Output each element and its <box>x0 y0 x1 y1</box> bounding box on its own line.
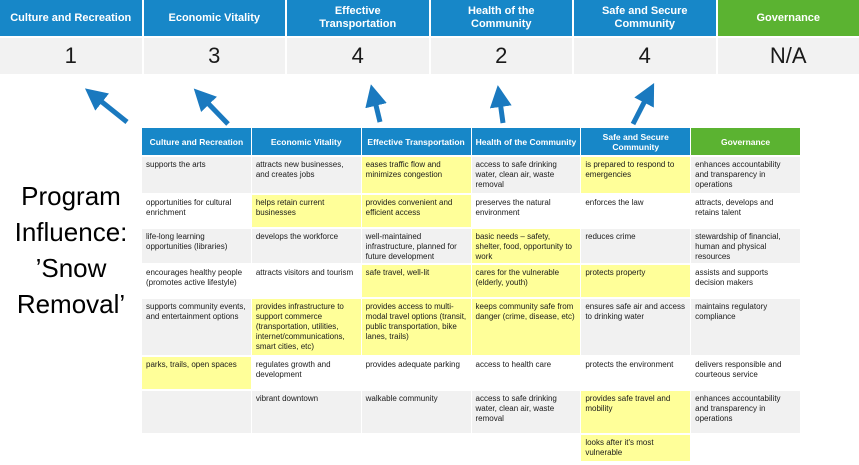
matrix-cell-c6-r7: enhances accountability and transparency… <box>691 391 800 433</box>
matrix-column-header-1: Culture and Recreation <box>142 128 251 155</box>
category-score-4: 2 <box>430 38 572 74</box>
category-score-1: 1 <box>0 38 142 74</box>
matrix-cell-c5-r8: looks after it's most vulnerable <box>581 435 691 461</box>
arrows-layer <box>84 82 655 126</box>
matrix-cell-c1-r5: supports community events, and entertain… <box>142 299 251 355</box>
matrix-cell-c4-r3: basic needs – safety, shelter, food, opp… <box>471 229 581 263</box>
category-header-5: Safe and Secure Community <box>574 0 716 36</box>
matrix-cell-c2-r3: develops the workforce <box>251 229 361 263</box>
matrix-cell-c3-r6: provides adequate parking <box>361 357 471 389</box>
matrix-cell-c3-r3: well-maintained infrastructure, planned … <box>361 229 471 263</box>
category-score-2: 3 <box>143 38 285 74</box>
program-title-line: Program <box>21 181 121 211</box>
matrix-cell-c1-r4: encourages healthy people (promotes acti… <box>142 265 251 297</box>
influence-arrow-health <box>489 85 512 124</box>
matrix-cell-c4-r7: access to safe drinking water, clean air… <box>471 391 581 433</box>
influence-matrix: Culture and Recreation supports the arts o… <box>142 128 800 461</box>
matrix-cell-c4-r2: preserves the natural environment <box>471 195 581 227</box>
category-header-4: Health of the Community <box>430 0 572 36</box>
matrix-cell-c5-r6: protects the environment <box>581 357 691 389</box>
category-score-3: 4 <box>287 38 429 74</box>
matrix-cell-c4-r8 <box>471 435 581 461</box>
matrix-cell-c6-r5: maintains regulatory compliance <box>691 299 800 355</box>
influence-arrow-culture <box>84 88 129 124</box>
matrix-cell-c5-r5: ensures safe air and access to drinking … <box>581 299 691 355</box>
matrix-cell-c2-r1: attracts new businesses, and creates job… <box>251 157 361 193</box>
matrix-column-header-6: Governance <box>691 128 800 155</box>
matrix-cell-c3-r1: eases traffic flow and minimizes congest… <box>361 157 471 193</box>
matrix-cell-c4-r1: access to safe drinking water, clean air… <box>471 157 581 193</box>
category-header-2: Economic Vitality <box>143 0 285 36</box>
matrix-cell-c2-r8 <box>251 435 361 461</box>
matrix-cell-c3-r8 <box>361 435 471 461</box>
matrix-cell-c2-r5: provides infrastructure to support comme… <box>251 299 361 355</box>
matrix-column-header-3: Effective Transportation <box>361 128 471 155</box>
matrix-cell-c4-r4: cares for the vulnerable (elderly, youth… <box>471 265 581 297</box>
influence-arrow-economic <box>193 88 230 126</box>
category-header-1: Culture and Recreation <box>0 0 142 36</box>
matrix-cell-c1-r1: supports the arts <box>142 157 251 193</box>
matrix-cell-c5-r1: is prepared to respond to emergencies <box>581 157 691 193</box>
matrix-cell-c6-r6: delivers responsible and courteous servi… <box>691 357 800 389</box>
category-score-6: N/A <box>717 38 859 74</box>
matrix-cell-c3-r2: provides convenient and efficient access <box>361 195 471 227</box>
matrix-cell-c5-r2: enforces the law <box>581 195 691 227</box>
matrix-column-header-5: Safe and Secure Community <box>581 128 691 155</box>
matrix-column-header-2: Economic Vitality <box>251 128 361 155</box>
matrix-cell-c2-r6: regulates growth and development <box>251 357 361 389</box>
matrix-cell-c4-r5: keeps community safe from danger (crime,… <box>471 299 581 355</box>
matrix-cell-c6-r4: assists and supports decision makers <box>691 265 800 297</box>
matrix-cell-c5-r7: provides safe travel and mobility <box>581 391 691 433</box>
matrix-cell-c5-r3: reduces crime <box>581 229 691 263</box>
program-title-line: Removal’ <box>16 289 126 319</box>
program-title: Program Influence: ’Snow Removal’ <box>0 178 142 322</box>
matrix-cell-c2-r7: vibrant downtown <box>251 391 361 433</box>
matrix-cell-c2-r4: attracts visitors and tourism <box>251 265 361 297</box>
matrix-cell-c1-r6: parks, trails, open spaces <box>142 357 251 389</box>
influence-arrow-transportation <box>365 84 387 123</box>
matrix-cell-c1-r3: life-long learning opportunities (librar… <box>142 229 251 263</box>
matrix-cell-c4-r6: access to health care <box>471 357 581 389</box>
matrix-cell-c6-r8 <box>691 435 800 461</box>
matrix-cell-c6-r2: attracts, develops and retains talent <box>691 195 800 227</box>
influence-arrow-safe <box>630 82 655 126</box>
matrix-cell-c3-r4: safe travel, well-lit <box>361 265 471 297</box>
matrix-cell-c1-r8 <box>142 435 251 461</box>
category-score-5: 4 <box>574 38 716 74</box>
matrix-cell-c2-r2: helps retain current businesses <box>251 195 361 227</box>
matrix-cell-c6-r1: enhances accountability and transparency… <box>691 157 800 193</box>
matrix-cell-c3-r5: provides access to multi-modal travel op… <box>361 299 471 355</box>
program-title-line: Influence: <box>14 217 128 247</box>
matrix-column-header-4: Health of the Community <box>471 128 581 155</box>
matrix-cell-c1-r2: opportunities for cultural enrichment <box>142 195 251 227</box>
matrix-cell-c5-r4: protects property <box>581 265 691 297</box>
matrix-cell-c6-r3: stewardship of financial, human and phys… <box>691 229 800 263</box>
category-header-6: Governance <box>717 0 859 36</box>
program-title-line: ’Snow <box>35 253 107 283</box>
category-header-3: Effective Transportation <box>287 0 429 36</box>
category-score-summary: Culture and Recreation Economic Vitality E… <box>0 0 859 74</box>
matrix-cell-c1-r7 <box>142 391 251 433</box>
matrix-cell-c3-r7: walkable community <box>361 391 471 433</box>
